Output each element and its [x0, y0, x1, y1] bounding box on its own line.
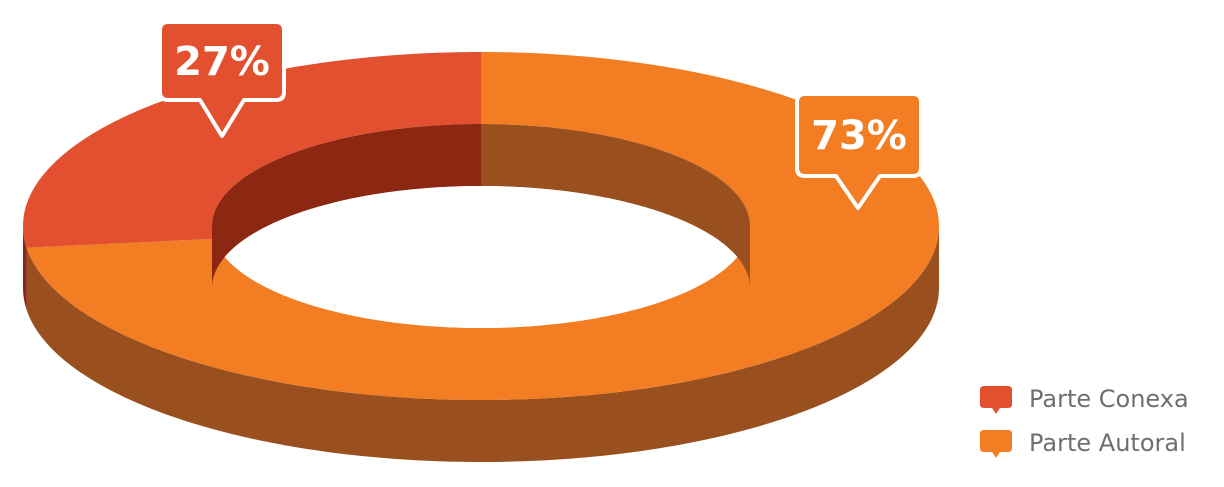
- data-label-parte-conexa-bubble: [158, 20, 286, 138]
- legend: Parte Conexa Parte Autoral: [980, 385, 1189, 458]
- slice-parte-autoral: [26, 52, 939, 400]
- donut-top-faces: [23, 52, 939, 400]
- data-label-parte-autoral-text: 73%: [811, 113, 907, 159]
- legend-label-parte-conexa: Parte Conexa: [1029, 385, 1189, 413]
- data-label-parte-conexa-text: 27%: [174, 39, 270, 85]
- data-label-parte-autoral: 73%: [795, 92, 923, 210]
- inner-wall-parte-autoral: [481, 124, 750, 288]
- slice-parte-conexa: [23, 52, 481, 248]
- outer-side-parte-conexa: [23, 226, 27, 310]
- data-label-parte-conexa: 27%: [158, 20, 286, 138]
- inner-wall-parte-conexa: [212, 124, 481, 288]
- legend-swatch-parte-autoral: [980, 430, 1012, 458]
- outer-side-parte-autoral: [26, 226, 940, 462]
- legend-swatch-parte-conexa: [980, 386, 1012, 414]
- legend-label-parte-autoral: Parte Autoral: [1029, 429, 1186, 457]
- data-label-parte-autoral-bubble: [795, 92, 923, 210]
- donut-outer-sides: [23, 226, 940, 462]
- donut-hole: [212, 186, 750, 328]
- donut-inner-walls: [212, 124, 750, 288]
